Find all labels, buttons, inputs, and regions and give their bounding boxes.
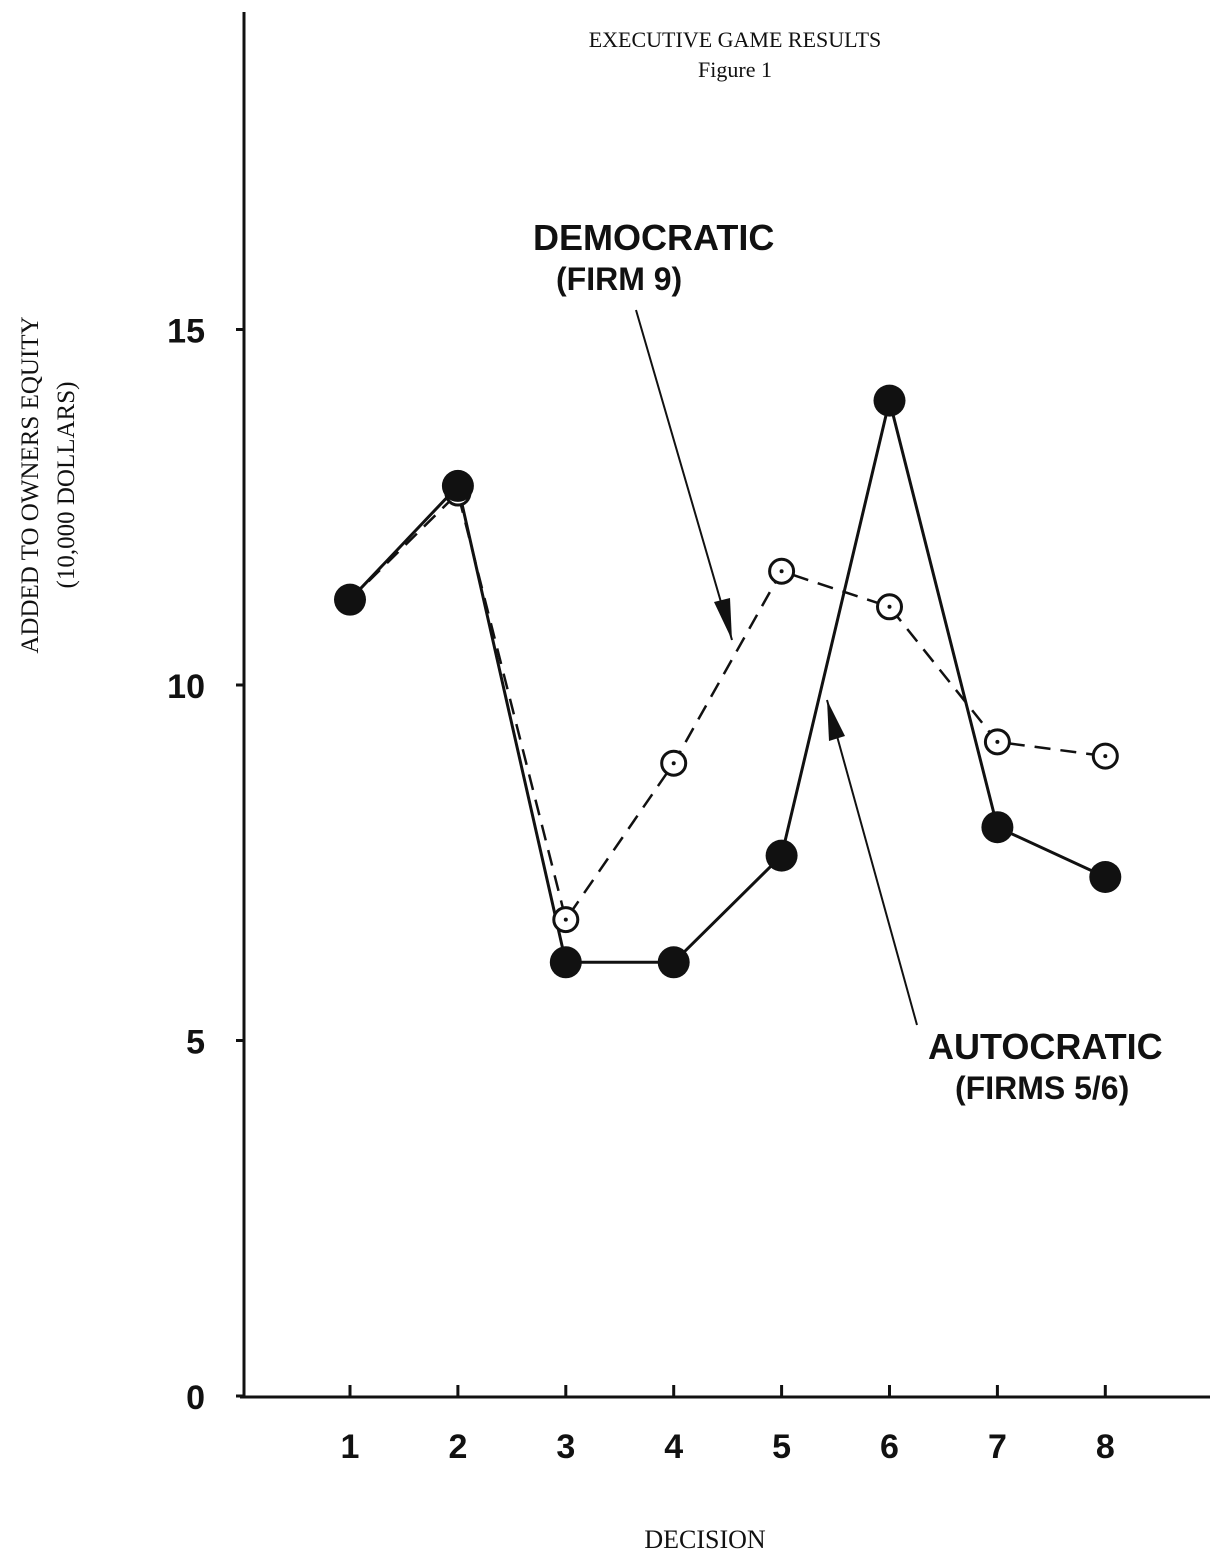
data-point-democratic [1091,742,1119,770]
axis-ticks: 0 5 10 15 1 2 3 4 5 6 7 8 [167,313,1115,1467]
series-line-autocratic [348,400,1106,964]
series-line-democratic [349,490,1106,923]
chart-title: EXECUTIVE GAME RESULTS [589,27,882,52]
x-tick-label: 4 [664,1428,683,1466]
data-point-autocratic [873,384,906,417]
x-tick-label: 5 [772,1428,791,1466]
x-tick-label: 1 [341,1428,360,1466]
x-axis-label: DECISION [644,1525,766,1554]
series-label-autocratic: AUTOCRATIC [928,1026,1163,1067]
x-tick-label: 2 [448,1428,467,1466]
series-label-democratic: DEMOCRATIC [533,217,774,258]
data-point-democratic [768,557,796,585]
autocratic-arrow [826,699,918,1026]
y-axis-unit-label: (10,000 DOLLARS) [53,382,80,589]
data-point-autocratic [765,839,798,872]
data-point-autocratic [441,469,474,502]
x-tick-label: 3 [556,1428,575,1466]
data-point-democratic [552,906,580,934]
y-tick-label: 0 [186,1379,205,1417]
series-note-autocratic: (FIRMS 5/6) [955,1070,1129,1106]
y-tick-label: 10 [167,668,205,706]
series-note-democratic: (FIRM 9) [556,261,682,297]
data-point-democratic [876,593,903,621]
data-point-autocratic [334,583,366,616]
democratic-arrow [635,309,733,641]
x-tick-label: 8 [1096,1428,1115,1466]
data-point-democratic [660,749,688,777]
data-point-autocratic [657,946,690,979]
x-tick-label: 6 [880,1428,899,1466]
y-tick-label: 5 [186,1024,205,1062]
x-tick-label: 7 [988,1428,1007,1466]
series-layer [334,384,1122,979]
y-axis-label: ADDED TO OWNERS EQUITY [17,316,44,653]
data-point-autocratic [981,811,1014,844]
data-point-autocratic [549,946,582,979]
y-tick-label: 15 [167,313,205,351]
chart-subtitle: Figure 1 [698,57,772,82]
data-point-autocratic [1089,860,1122,893]
data-point-democratic [983,728,1011,756]
